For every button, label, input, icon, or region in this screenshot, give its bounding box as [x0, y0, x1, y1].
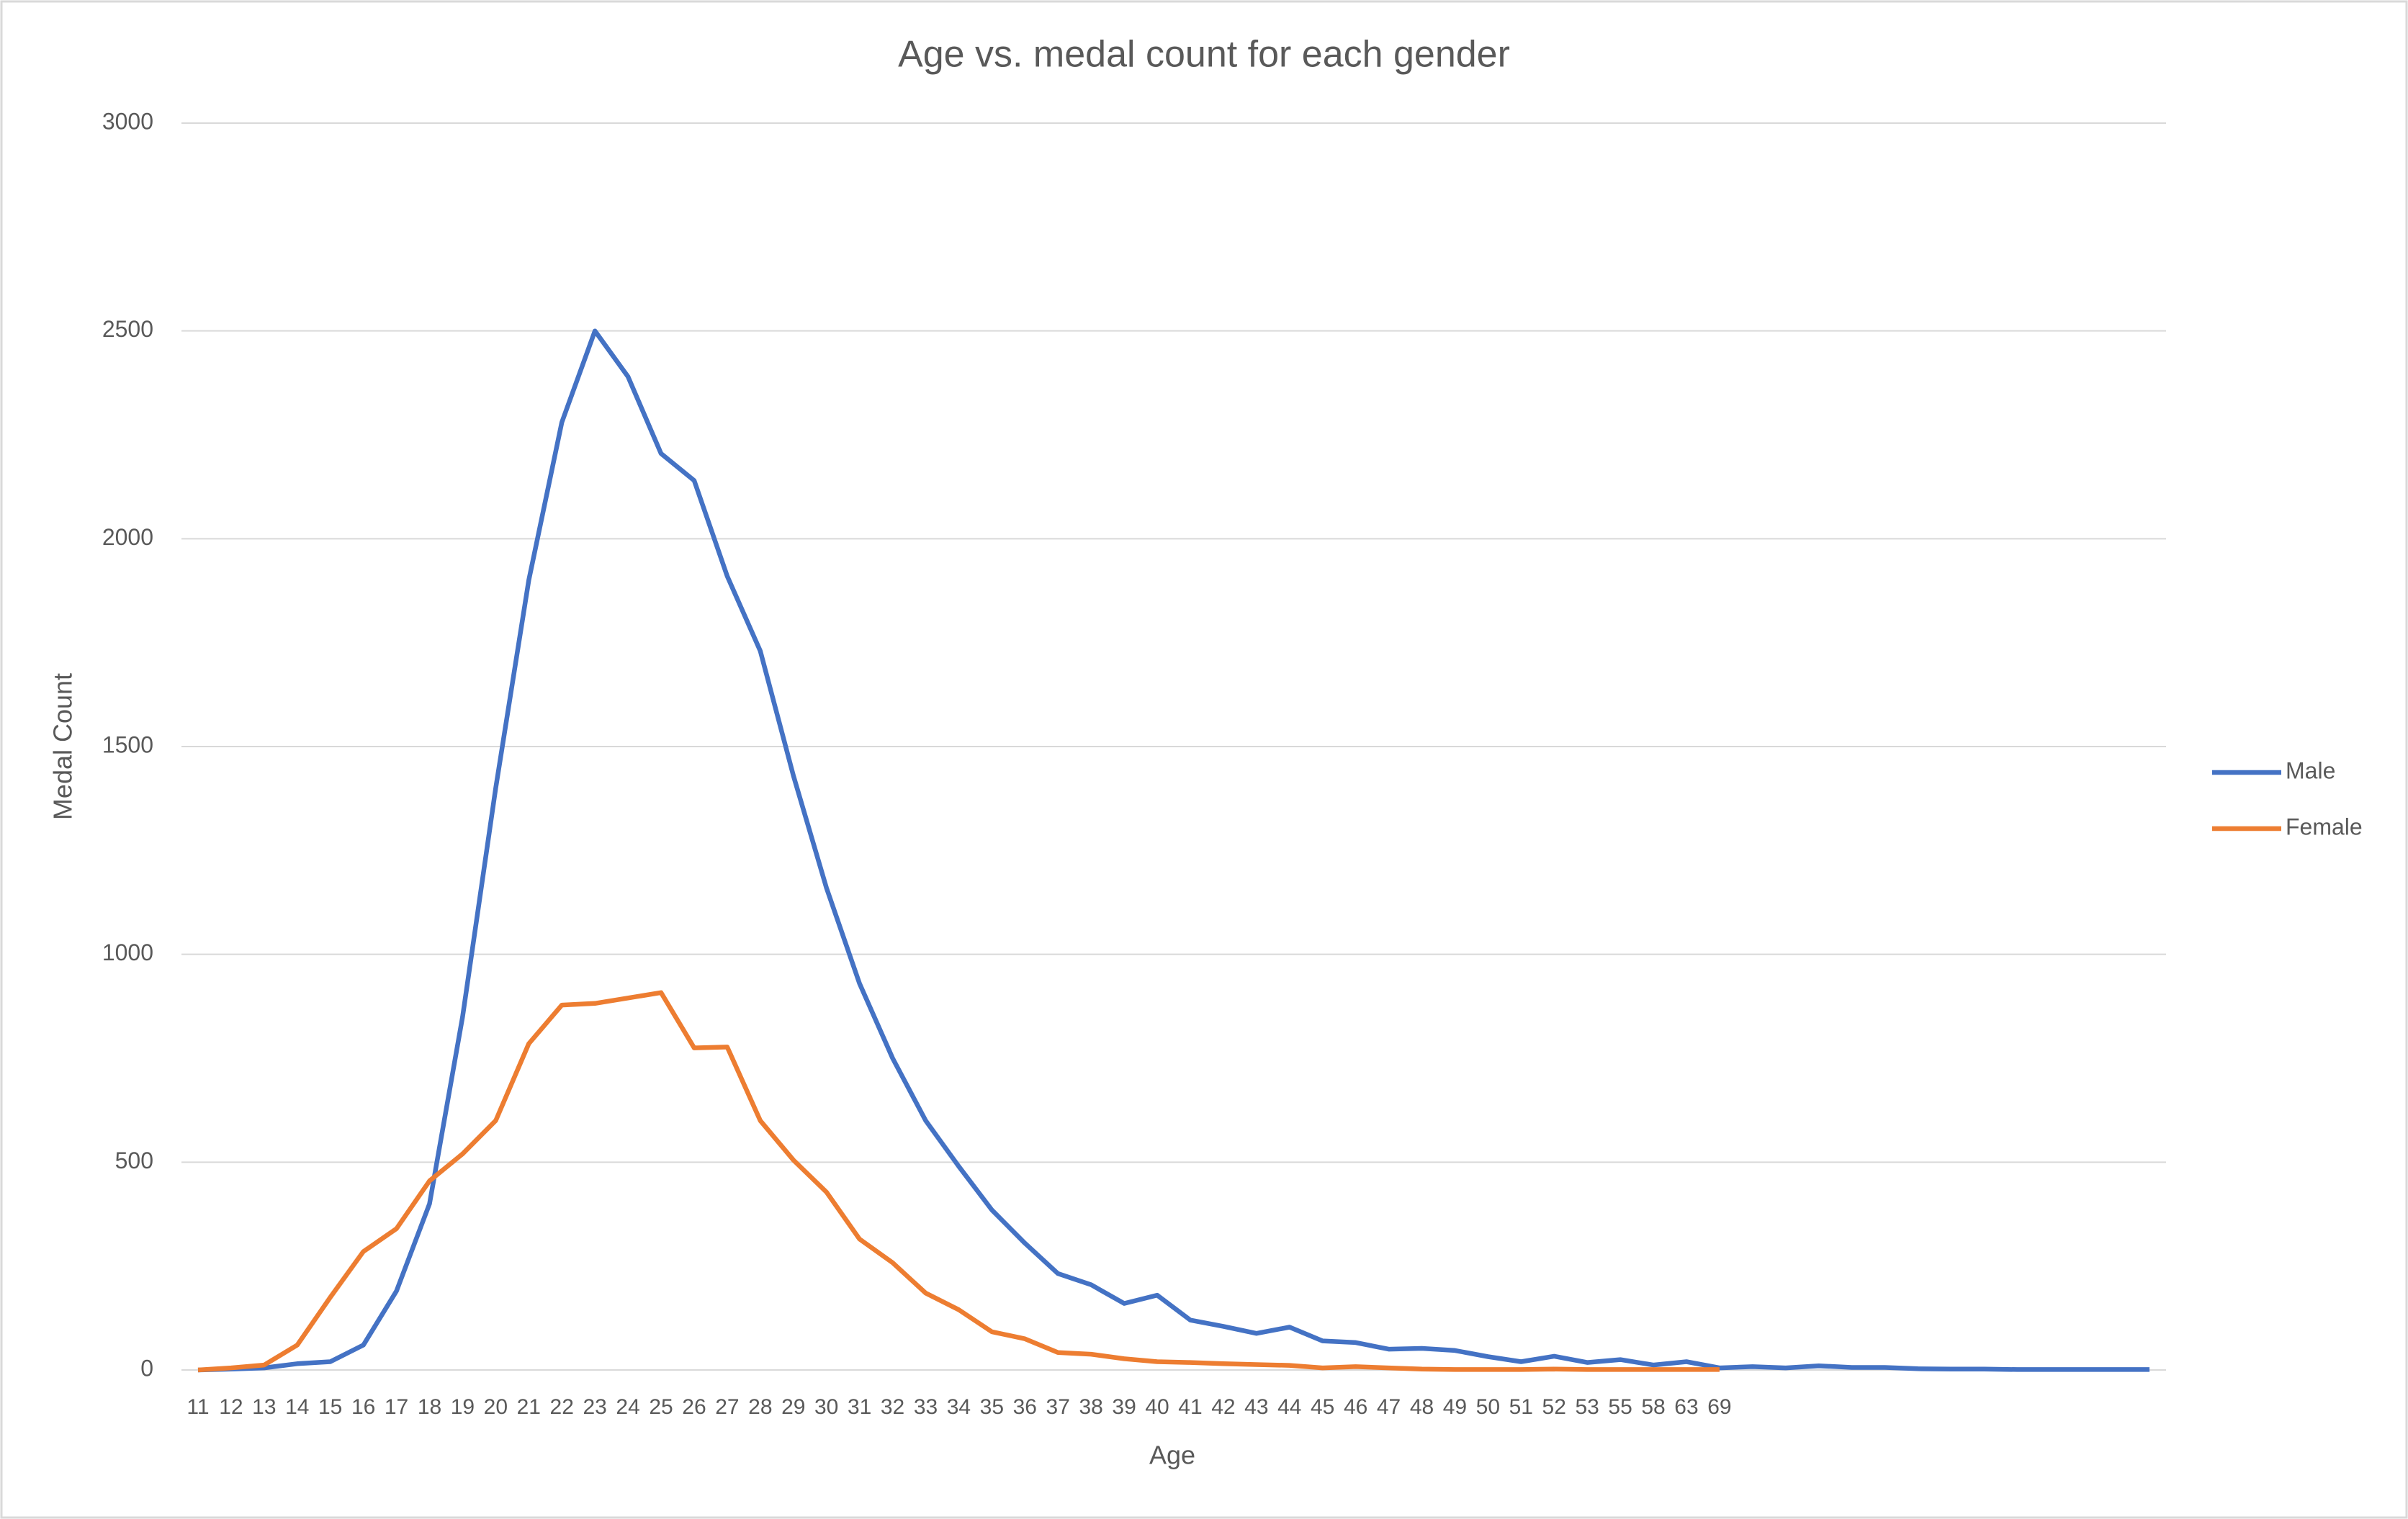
x-tick-label: 13: [252, 1395, 276, 1419]
y-axis-title: Medal Count: [48, 673, 78, 820]
legend-label: Male: [2286, 757, 2335, 783]
x-tick-label: 52: [1542, 1395, 1566, 1419]
x-tick-label: 49: [1443, 1395, 1467, 1419]
chart-title: Age vs. medal count for each gender: [898, 34, 1510, 76]
x-tick-label: 15: [318, 1395, 342, 1419]
series-line: [197, 328, 2149, 1373]
y-tick-label: 1000: [102, 939, 153, 965]
x-tick-label: 28: [748, 1395, 772, 1419]
x-tick-label: 43: [1244, 1395, 1268, 1419]
x-tick-label: 12: [219, 1395, 243, 1419]
x-tick-label: 44: [1277, 1395, 1301, 1419]
x-tick-label: 27: [715, 1395, 739, 1419]
x-tick-label: 30: [814, 1395, 838, 1419]
x-tick-label: 20: [484, 1395, 508, 1419]
series-line: [197, 990, 1720, 1373]
x-tick-label: 55: [1608, 1395, 1632, 1419]
x-tick-label: 41: [1178, 1395, 1202, 1419]
x-tick-label: 38: [1079, 1395, 1102, 1419]
x-tick-label: 34: [947, 1395, 971, 1419]
y-tick-label: 2000: [102, 524, 153, 550]
x-tick-label: 17: [385, 1395, 408, 1419]
y-tick-label: 2500: [102, 316, 153, 342]
x-tick-label: 26: [682, 1395, 706, 1419]
x-tick-label: 24: [616, 1395, 639, 1419]
x-tick-label: 53: [1575, 1395, 1599, 1419]
x-tick-label: 35: [980, 1395, 1004, 1419]
x-tick-label: 69: [1707, 1395, 1731, 1419]
y-tick-label: 500: [115, 1148, 153, 1173]
y-tick-label: 0: [140, 1355, 153, 1381]
x-axis-title: Age: [1149, 1441, 1195, 1470]
x-tick-label: 47: [1377, 1395, 1401, 1419]
x-tick-label: 14: [285, 1395, 309, 1419]
x-tick-label: 63: [1674, 1395, 1698, 1419]
x-tick-label: 31: [848, 1395, 871, 1419]
x-tick-label: 58: [1641, 1395, 1665, 1419]
x-tick-label: 19: [451, 1395, 475, 1419]
x-tick-label: 51: [1509, 1395, 1533, 1419]
y-tick-label: 3000: [102, 108, 153, 134]
x-tick-label: 25: [649, 1395, 673, 1419]
y-tick-label: 1500: [102, 731, 153, 757]
x-tick-label: 48: [1410, 1395, 1434, 1419]
x-tick-label: 23: [583, 1395, 606, 1419]
x-tick-label: 22: [550, 1395, 574, 1419]
legend-label: Female: [2286, 813, 2363, 839]
x-tick-label: 33: [914, 1395, 938, 1419]
x-tick-label: 16: [351, 1395, 375, 1419]
x-tick-label: 39: [1112, 1395, 1136, 1419]
x-tick-label: 37: [1046, 1395, 1070, 1419]
x-tick-label: 36: [1013, 1395, 1037, 1419]
x-tick-label: 46: [1344, 1395, 1367, 1419]
x-tick-label: 18: [418, 1395, 441, 1419]
x-tick-label: 32: [881, 1395, 904, 1419]
x-tick-label: 45: [1311, 1395, 1334, 1419]
x-tick-label: 42: [1211, 1395, 1235, 1419]
x-tick-label: 29: [781, 1395, 805, 1419]
x-tick-label: 21: [517, 1395, 541, 1419]
x-tick-label: 40: [1145, 1395, 1169, 1419]
x-tick-label: 50: [1476, 1395, 1500, 1419]
x-tick-label: 11: [187, 1395, 209, 1419]
